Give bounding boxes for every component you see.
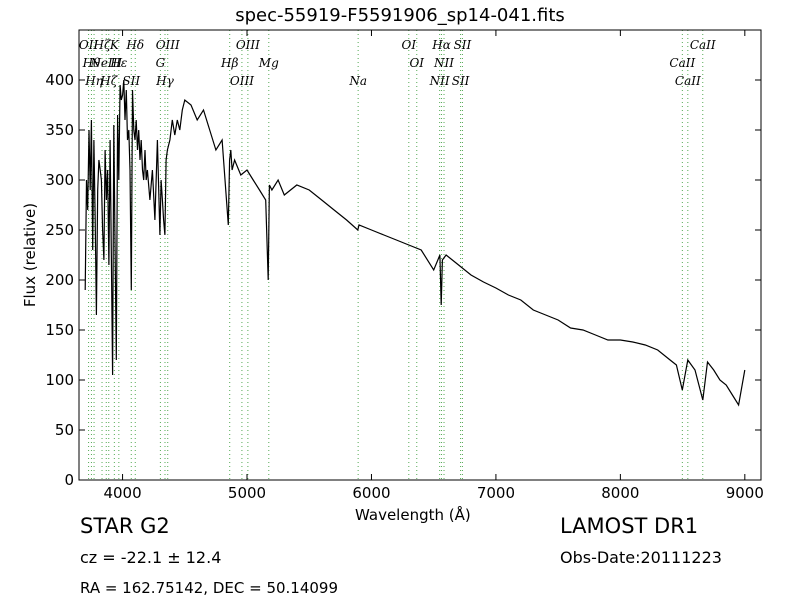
object-class: STAR G2 [80,514,170,538]
y-tick-label-1: 50 [55,421,74,439]
y-tick-label-6: 300 [45,171,74,189]
line-label-25: CaII [669,56,695,70]
x-tick-label-4: 8000 [601,484,639,502]
line-label-21: Hα [431,38,451,52]
line-label-12: OIII [156,38,180,52]
line-label-10: G [156,56,166,70]
line-label-15: OIII [236,38,260,52]
x-tick-label-1: 5000 [228,484,266,502]
flux-series [84,79,746,407]
plot-frame [78,29,762,481]
x-axis-label: Wavelength (Å) [355,506,471,524]
ra-dec: RA = 162.75142, DEC = 50.14099 [80,579,339,597]
y-tick-label-5: 250 [45,221,74,239]
line-label-17: Na [348,74,367,88]
x-tick-label-3: 7000 [477,484,515,502]
y-tick-label-4: 200 [45,271,74,289]
line-label-3: Hζ [93,38,112,52]
x-tick-label-5: 9000 [726,484,764,502]
x-axis-ticks: 4000 5000 6000 7000 8000 9000 [103,30,764,502]
observation-date: Obs-Date:20111223 [560,548,722,567]
spectral-line-labels: OIIHθHηHζNeIIIHζKHεSIIHδGHγOIIIHβOIIIOII… [79,38,716,88]
line-label-14: OIII [230,74,254,88]
line-label-27: CaII [690,38,716,52]
y-tick-label-0: 0 [64,471,74,489]
survey-name: LAMOST DR1 [560,514,699,538]
line-label-24: SII [454,38,472,52]
line-label-1: Hθ [82,56,101,70]
x-tick-label-0: 4000 [103,484,141,502]
y-axis-label: Flux (relative) [21,202,39,308]
line-label-7: Hε [109,56,127,70]
line-label-22: NII [433,56,454,70]
line-label-18: OI [402,38,417,52]
y-tick-label-3: 150 [45,321,74,339]
line-label-19: OI [409,56,424,70]
line-label-6: K [109,38,120,52]
y-tick-label-8: 400 [45,71,74,89]
line-label-16: Mg [258,56,279,70]
line-label-5: Hζ [99,74,118,88]
x-tick-label-2: 6000 [352,484,390,502]
line-label-8: SII [122,74,140,88]
line-label-0: OII [79,38,99,52]
y-tick-label-7: 350 [45,121,74,139]
line-label-4: NeIII [89,56,122,70]
line-label-20: NII [429,74,450,88]
y-axis-ticks: 0 50 100 150 200 250 300 350 400 [45,71,761,489]
line-label-23: SII [452,74,470,88]
chart-title: spec-55919-F5591906_sp14-041.fits [235,5,565,26]
redshift-cz: cz = -22.1 ± 12.4 [80,548,222,567]
line-label-13: Hβ [220,56,238,70]
line-label-11: Hγ [155,74,174,88]
line-label-26: CaII [675,74,701,88]
line-label-9: Hδ [125,38,144,52]
series-line-0 [84,79,746,407]
y-tick-label-2: 100 [45,371,74,389]
line-label-2: Hη [84,74,103,88]
spectral-line-markers [88,30,704,480]
